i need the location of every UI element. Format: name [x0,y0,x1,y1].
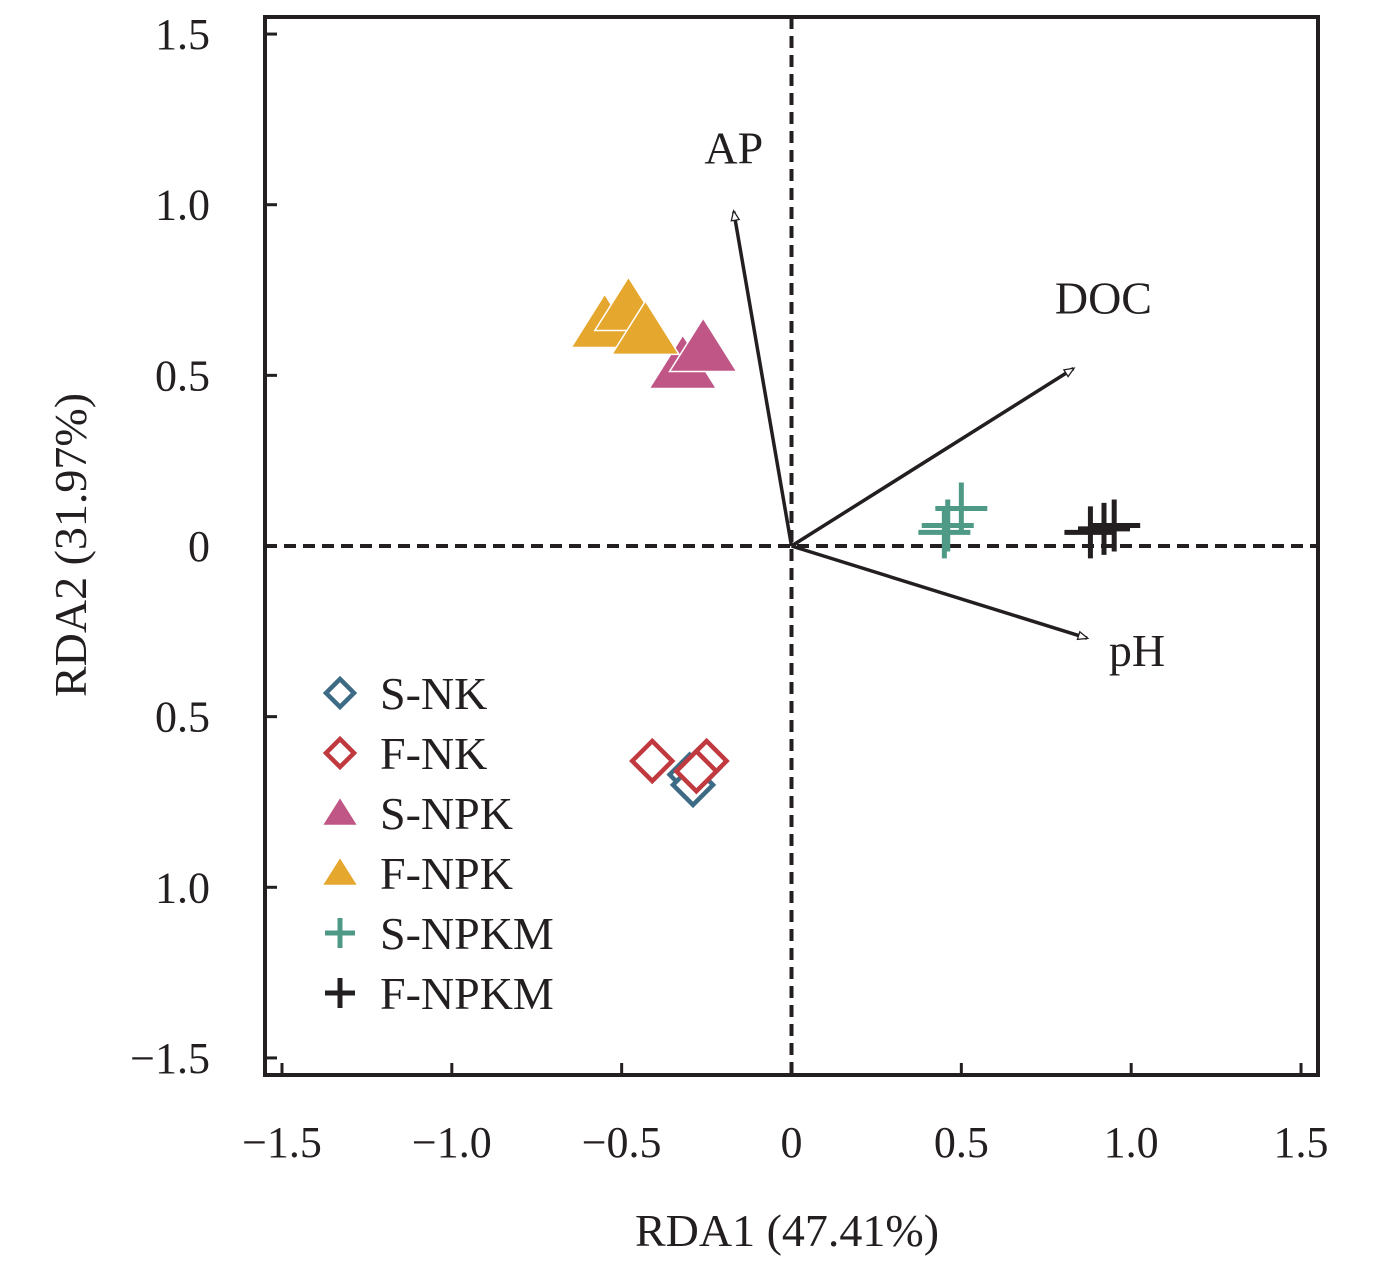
y-tick-label: 1.5 [155,10,210,59]
x-axis-title: RDA1 (47.41%) [635,1205,939,1256]
vector-label-doc: DOC [1055,273,1152,324]
y-tick-label: 0.5 [155,351,210,400]
sample-points [569,275,1141,809]
x-tick-label: −0.5 [582,1118,662,1167]
legend-marker-f-npk [320,855,360,887]
zero-reference-lines [265,17,1318,1075]
point-f-npkm [1088,499,1141,552]
y-tick-label: 1.0 [155,863,210,912]
y-axis-title: RDA2 (31.97%) [45,393,96,697]
legend-marker-s-npk [320,795,360,827]
x-tick-label: 0.5 [934,1118,989,1167]
x-tick-label: −1.0 [412,1118,492,1167]
legend-marker-f-nk [322,735,358,771]
point-s-npkm [921,499,974,552]
legend-marker-s-npkm [325,918,355,948]
legend-label-f-nk: F-NK [380,728,487,779]
y-tick-label: 0.5 [155,693,210,742]
x-tick-label: −1.5 [242,1118,322,1167]
environment-vectors: AP DOC pH [704,123,1165,677]
y-axis-ticks: 1.5 1.0 0.5 0 0.5 1.0 −1.5 [130,10,277,1083]
legend-label-s-npkm: S-NPKM [380,908,554,959]
legend-label-s-npk: S-NPK [380,788,513,839]
point-f-npkm [1064,506,1117,559]
legend-marker-f-npkm [325,978,355,1008]
x-tick-label: 1.5 [1274,1118,1329,1167]
legend-label-s-nk: S-NK [380,668,487,719]
point-f-npk [610,299,681,356]
point-f-npkm [1078,502,1131,555]
legend-label-f-npk: F-NPK [380,848,513,899]
y-tick-label: −1.5 [130,1034,210,1083]
legend: S-NK F-NK S-NPK F-NPK S-NPKM F-NPKM [320,668,554,1019]
legend-label-f-npkm: F-NPKM [380,968,554,1019]
vector-arrow-ph [790,544,1090,641]
x-tick-label: 1.0 [1104,1118,1159,1167]
point-f-nk [673,748,720,795]
vector-arrow-doc [790,367,1076,548]
vector-label-ap: AP [704,123,763,174]
y-tick-label: 0 [188,522,210,571]
x-axis-ticks: −1.5 −1.0 −0.5 0 0.5 1.0 1.5 [242,1063,1329,1167]
x-tick-label: 0 [781,1118,803,1167]
y-tick-label: 1.0 [155,181,210,230]
vector-label-ph: pH [1109,625,1165,676]
legend-marker-s-nk [322,675,358,711]
point-s-npk [668,316,739,373]
point-f-nk [629,737,676,785]
vector-arrow-ap [730,209,794,547]
